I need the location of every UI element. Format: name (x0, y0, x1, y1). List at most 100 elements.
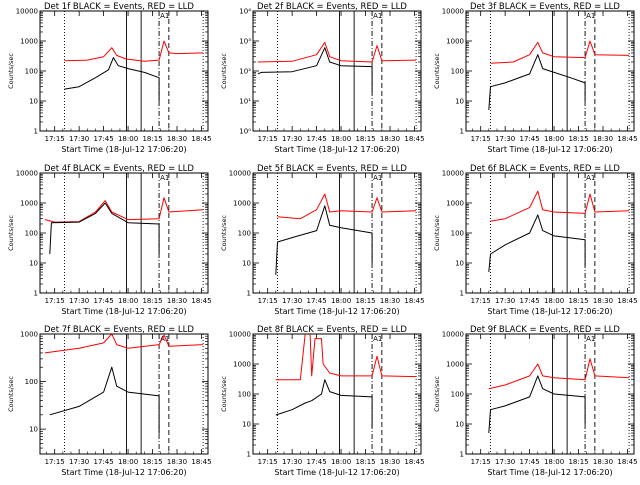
y-tick-label: 100 (451, 68, 464, 76)
detector-panel-7: Det 7f BLACK = Events, RED = LLD Counts/s… (7, 325, 212, 477)
x-tick-label: 17:15 (258, 135, 278, 143)
y-tick-label: 100 (451, 230, 464, 238)
attenuator-label: A1 (160, 12, 169, 20)
detector-panel-1: Det 1f BLACK = Events, RED = LLD Counts/s… (7, 2, 212, 154)
y-tick-label: 1000 (446, 361, 464, 369)
x-tick-label: 17:30 (495, 458, 515, 466)
y-tick-label: 1 (247, 451, 251, 459)
y-axis-label: Counts/sec (7, 53, 15, 89)
y-tick-label: 1 (460, 290, 464, 298)
x-tick-label: 17:45 (520, 135, 540, 143)
x-tick-label: 18:45 (191, 458, 211, 466)
panel-title: Det 4f BLACK = Events, RED = LLD (44, 164, 194, 174)
y-axis-label: Counts/sec (220, 53, 228, 89)
x-tick-label: 18:00 (544, 458, 564, 466)
lld-series-line (44, 197, 204, 223)
plot-frame (465, 333, 635, 455)
x-axis-label: Start Time (18-Jul-12 17:06:20) (487, 307, 612, 316)
x-tick-label: 17:30 (69, 297, 89, 305)
x-tick-label: 18:30 (593, 297, 613, 305)
y-tick-label: 10 (455, 421, 464, 429)
x-tick-label: 18:30 (593, 458, 613, 466)
x-tick-label: 18:30 (167, 458, 187, 466)
attenuator-label: A1 (373, 335, 382, 343)
y-tick-label: 10⁴ (239, 8, 251, 16)
y-axis-label: Counts/sec (433, 376, 441, 412)
x-tick-label: 18:15 (142, 135, 162, 143)
attenuator-label: A1 (586, 174, 595, 182)
y-axis-label: Counts/sec (433, 215, 441, 251)
y-tick-label: 10 (242, 260, 251, 268)
y-tick-label: 10 (29, 260, 38, 268)
y-tick-label: 10 (242, 421, 251, 429)
y-tick-label: 100 (238, 230, 251, 238)
y-tick-label: 1000 (233, 200, 251, 208)
y-axis-label: Counts/sec (220, 215, 228, 251)
y-tick-label: 10 (455, 260, 464, 268)
y-tick-label: 1 (34, 290, 38, 298)
plot-frame (39, 172, 209, 294)
plot-frame (39, 10, 209, 132)
panel-title: Det 6f BLACK = Events, RED = LLD (470, 164, 620, 174)
x-tick-label: 17:15 (45, 135, 65, 143)
detector-panel-2: Det 2f BLACK = Events, RED = LLD Counts/s… (220, 2, 425, 154)
detector-panel-3: Det 3f BLACK = Events, RED = LLD Counts/s… (433, 2, 638, 154)
x-tick-label: 18:00 (118, 135, 138, 143)
y-tick-label: 1000 (20, 38, 38, 46)
x-tick-label: 17:30 (282, 458, 302, 466)
panel-title: Det 9f BLACK = Events, RED = LLD (470, 325, 620, 335)
y-tick-label: 10³ (239, 38, 251, 46)
y-tick-label: 1000 (20, 331, 38, 339)
x-tick-label: 18:15 (142, 297, 162, 305)
x-tick-label: 18:30 (167, 297, 187, 305)
y-tick-label: 1000 (446, 200, 464, 208)
attenuator-label: A1 (373, 12, 382, 20)
x-tick-label: 17:45 (307, 135, 327, 143)
y-tick-label: 1000 (233, 361, 251, 369)
panel-title: Det 2f BLACK = Events, RED = LLD (257, 2, 407, 12)
x-tick-label: 17:30 (69, 135, 89, 143)
x-tick-label: 18:45 (404, 297, 424, 305)
y-tick-label: 10² (239, 68, 251, 76)
detector-panel-9: Det 9f BLACK = Events, RED = LLD Counts/s… (433, 325, 638, 477)
detector-panel-4: Det 4f BLACK = Events, RED = LLD Counts/s… (7, 164, 212, 316)
panel-title: Det 7f BLACK = Events, RED = LLD (44, 325, 194, 335)
events-series-line (488, 214, 586, 273)
y-tick-label: 10¹ (239, 98, 251, 106)
y-axis-label: Counts/sec (7, 215, 15, 251)
x-tick-label: 18:00 (544, 297, 564, 305)
x-tick-label: 17:30 (495, 297, 515, 305)
lld-series-line (275, 333, 417, 381)
x-tick-label: 17:15 (45, 458, 65, 466)
x-tick-label: 17:15 (471, 135, 491, 143)
x-tick-label: 17:15 (258, 458, 278, 466)
x-tick-label: 18:30 (380, 458, 400, 466)
lld-series-line (490, 40, 630, 64)
y-tick-label: 1000 (20, 200, 38, 208)
attenuator-label: A1 (160, 174, 169, 182)
y-tick-label: 100 (25, 230, 38, 238)
y-tick-label: 100 (451, 391, 464, 399)
events-series-line (275, 205, 373, 275)
events-series-line (488, 54, 586, 111)
x-tick-label: 18:00 (331, 297, 351, 305)
plot-frame (39, 333, 209, 455)
y-tick-label: 10 (29, 426, 38, 434)
x-tick-label: 17:45 (520, 297, 540, 305)
x-tick-label: 18:00 (331, 135, 351, 143)
x-tick-label: 18:15 (355, 297, 375, 305)
x-axis-label: Start Time (18-Jul-12 17:06:20) (274, 307, 399, 316)
plot-frame (465, 172, 635, 294)
x-tick-label: 17:30 (69, 458, 89, 466)
x-tick-label: 17:15 (471, 458, 491, 466)
x-tick-label: 17:45 (94, 297, 114, 305)
x-axis-label: Start Time (18-Jul-12 17:06:20) (487, 468, 612, 477)
events-series-line (64, 57, 160, 101)
plot-frame (465, 10, 635, 132)
detector-panel-8: Det 8f BLACK = Events, RED = LLD Counts/s… (220, 325, 425, 477)
panel-title: Det 8f BLACK = Events, RED = LLD (257, 325, 407, 335)
x-tick-label: 17:45 (94, 135, 114, 143)
events-series-line (257, 47, 373, 92)
